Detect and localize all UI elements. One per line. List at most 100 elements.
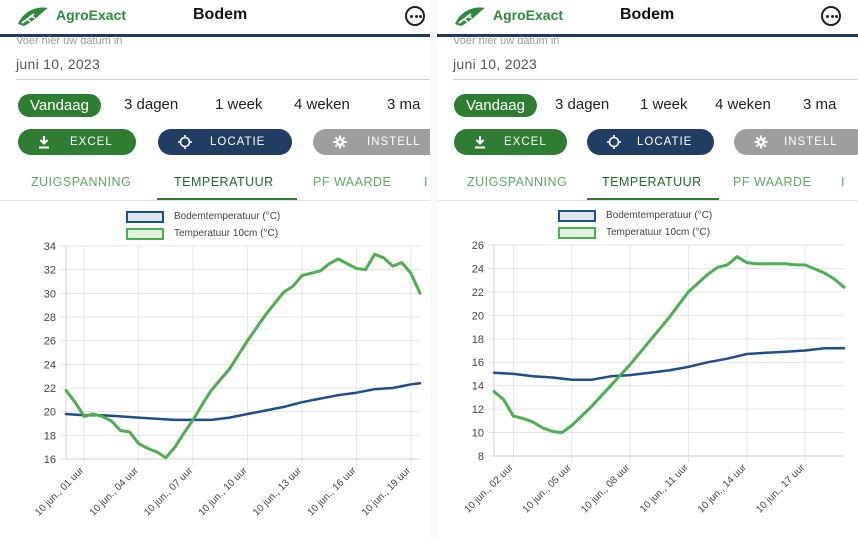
y-tick-label: 28 [44, 312, 56, 324]
range-4-weeks[interactable]: 4 weken [294, 96, 350, 113]
crosshair-icon [178, 135, 192, 149]
y-tick-label: 30 [44, 288, 56, 300]
tab-indicator [587, 198, 719, 200]
y-tick-label: 14 [472, 381, 484, 393]
range-3-days[interactable]: 3 dagen [124, 96, 179, 113]
screen-left: AgroExact Bodem Voer hier uw datum in ju… [0, 0, 430, 519]
range-3-days[interactable]: 3 dagen [555, 96, 610, 113]
page-title: Bodem [620, 6, 675, 23]
legend-swatch-temperatuur-10cm[interactable] [558, 227, 596, 239]
legend-label-temperatuur-10cm: Temperatuur 10cm (°C) [606, 227, 711, 238]
x-tick-label: 10 jun., 08 uur [579, 462, 632, 515]
date-input[interactable]: juni 10, 2023 [453, 56, 538, 72]
series-line-bodemtemperatuur [64, 382, 422, 422]
logo-text: AgroExact [493, 7, 564, 23]
range-today[interactable]: Vandaag [18, 94, 101, 117]
agroexact-logo-icon [18, 7, 48, 26]
screen-right: AgroExact Bodem Voer hier uw datum in ju… [437, 0, 858, 539]
tab-indicator [157, 198, 297, 200]
x-tick-label: 10 jun., 10 uur [197, 465, 250, 518]
x-tick-label: 10 jun., 14 uur [696, 462, 749, 515]
agroexact-logo-icon [455, 7, 485, 26]
legend-swatch-temperatuur-10cm[interactable] [126, 228, 164, 240]
logo-text: AgroExact [56, 7, 127, 23]
excel-button[interactable]: EXCEL [454, 129, 567, 155]
date-underline [16, 79, 430, 80]
page-title: Bodem [193, 6, 248, 23]
legend-swatch-bodemtemperatuur[interactable] [126, 211, 164, 223]
locatie-button[interactable]: LOCATIE [587, 129, 714, 155]
x-tick-label: 10 jun., 19 uur [360, 465, 413, 518]
tab-temperatuur[interactable]: TEMPERATUUR [174, 175, 274, 189]
y-tick-label: 16 [472, 357, 484, 369]
range-4-weeks[interactable]: 4 weken [715, 96, 771, 113]
tab-bar-baseline [0, 200, 430, 201]
y-tick-label: 20 [44, 407, 56, 419]
y-tick-label: 22 [44, 383, 56, 395]
series-line-bodemtemperatuur [492, 346, 846, 382]
instellingen-button-label: INSTELL [784, 136, 838, 148]
locatie-button-label: LOCATIE [210, 136, 266, 148]
x-tick-label: 10 jun., 13 uur [251, 465, 304, 518]
range-3-months[interactable]: 3 ma [387, 96, 421, 113]
tab-pf-waarde[interactable]: PF WAARDE [733, 175, 812, 189]
instellingen-button[interactable]: INSTELL [313, 129, 430, 155]
y-tick-label: 22 [472, 287, 484, 299]
legend-swatch-bodemtemperatuur[interactable] [558, 210, 596, 222]
y-tick-label: 32 [44, 265, 56, 277]
y-tick-label: 16 [44, 454, 56, 466]
tab-zuigspanning[interactable]: ZUIGSPANNING [31, 175, 132, 189]
tab-bar-baseline [437, 200, 858, 201]
y-tick-label: 24 [44, 359, 56, 371]
locatie-button-label: LOCATIE [637, 136, 693, 148]
download-icon [475, 136, 485, 149]
tab-temperatuur[interactable]: TEMPERATUUR [602, 175, 702, 189]
app-header: AgroExact Bodem [437, 0, 858, 37]
app-header: AgroExact Bodem [0, 0, 430, 37]
y-tick-label: 24 [472, 263, 484, 275]
excel-button[interactable]: EXCEL [18, 129, 136, 155]
range-3-months[interactable]: 3 ma [803, 96, 837, 113]
series-line-temperatuur-10cm [492, 255, 846, 435]
y-tick-label: 26 [44, 336, 56, 348]
crosshair-icon [607, 135, 621, 149]
more-options-icon[interactable] [821, 6, 841, 26]
x-tick-label: 10 jun., 04 uur [88, 465, 141, 518]
excel-button-label: EXCEL [70, 136, 113, 148]
x-tick-label: 10 jun., 17 uur [754, 462, 807, 515]
locatie-button[interactable]: LOCATIE [158, 129, 292, 155]
y-tick-label: 20 [472, 310, 484, 322]
range-1-week[interactable]: 1 week [215, 96, 263, 113]
y-tick-label: 8 [478, 451, 484, 463]
y-tick-label: 10 [472, 428, 484, 440]
gear-icon [754, 135, 768, 149]
tab-more[interactable]: I [841, 175, 845, 189]
y-tick-label: 26 [472, 240, 484, 252]
tab-zuigspanning[interactable]: ZUIGSPANNING [467, 175, 568, 189]
range-1-week[interactable]: 1 week [640, 96, 688, 113]
legend-label-temperatuur-10cm: Temperatuur 10cm (°C) [174, 228, 279, 239]
legend-label-bodemtemperatuur: Bodemtemperatuur (°C) [174, 211, 281, 222]
x-tick-label: 10 jun., 01 uur [33, 465, 86, 518]
series-line-temperatuur-10cm [64, 252, 422, 460]
excel-button-label: EXCEL [504, 136, 547, 148]
legend-label-bodemtemperatuur: Bodemtemperatuur (°C) [606, 210, 713, 221]
date-input[interactable]: juni 10, 2023 [16, 56, 101, 72]
x-tick-label: 10 jun., 11 uur [638, 462, 691, 515]
y-tick-label: 34 [44, 241, 56, 253]
tab-pf-waarde[interactable]: PF WAARDE [313, 175, 392, 189]
date-placeholder: Voer hier uw datum in [16, 35, 123, 47]
tab-more[interactable]: I [424, 175, 428, 189]
date-placeholder: Voer hier uw datum in [453, 35, 560, 47]
x-tick-label: 10 jun., 07 uur [142, 465, 195, 518]
y-tick-label: 12 [472, 404, 484, 416]
more-options-icon[interactable] [405, 6, 425, 26]
x-tick-label: 10 jun., 16 uur [306, 465, 359, 518]
gear-icon [333, 135, 347, 149]
y-tick-label: 18 [472, 334, 484, 346]
instellingen-button[interactable]: INSTELL [734, 129, 858, 155]
range-today[interactable]: Vandaag [454, 94, 537, 117]
download-icon [39, 136, 49, 149]
